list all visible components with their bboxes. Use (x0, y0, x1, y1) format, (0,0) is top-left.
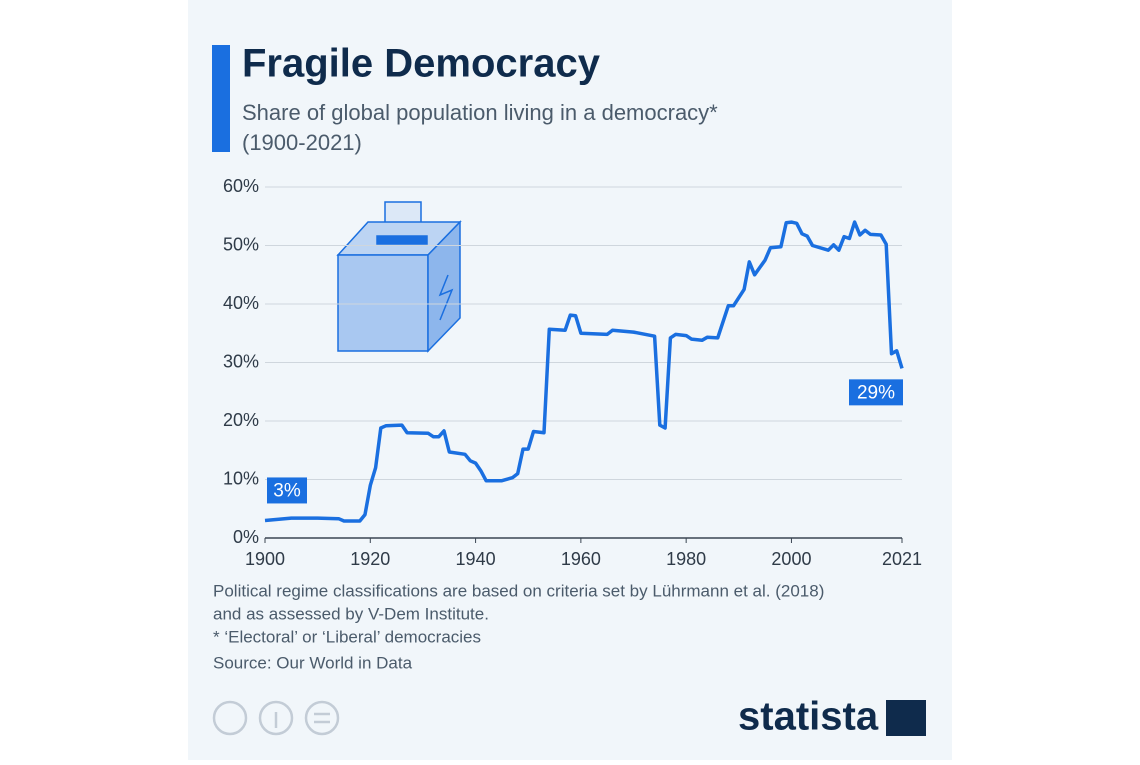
value-label-box (849, 379, 903, 406)
y-tick-label: 50% (223, 234, 259, 254)
line (264, 220, 904, 523)
logo: statista (738, 695, 879, 739)
x-tick-label: 2021 (882, 549, 922, 569)
chart-title: Fragile Democracy (242, 42, 601, 86)
y-tick-label: 20% (223, 410, 259, 430)
note: * ‘Electoral’ or ‘Liberal’ democracies (213, 627, 481, 646)
ballot-box (336, 201, 462, 353)
logo-mark (886, 700, 926, 736)
subtitle: Share of global population living in a d… (242, 100, 718, 125)
title-bar (212, 45, 230, 152)
subtitle: (1900-2021) (242, 130, 362, 155)
card (188, 0, 952, 760)
value-label: 29% (857, 382, 895, 403)
x-tick-label: 1940 (456, 549, 496, 569)
x-tick-label: 2000 (771, 549, 811, 569)
license-icons (212, 700, 340, 736)
y-tick-label: 0% (233, 527, 259, 547)
y-tick-label: 60% (223, 176, 259, 196)
x-tick-label: 1980 (666, 549, 706, 569)
y-tick-label: 40% (223, 293, 259, 313)
x-tick-label: 1900 (245, 549, 285, 569)
note: Political regime classifications are bas… (213, 581, 824, 600)
value-label-box (267, 477, 307, 504)
x-tick-label: 1920 (350, 549, 390, 569)
value-label: 3% (273, 480, 301, 501)
y-tick-label: 30% (223, 351, 259, 371)
note: and as assessed by V-Dem Institute. (213, 604, 489, 623)
x-tick-label: 1960 (561, 549, 601, 569)
source: Source: Our World in Data (213, 653, 413, 672)
y-tick-label: 10% (223, 468, 259, 488)
